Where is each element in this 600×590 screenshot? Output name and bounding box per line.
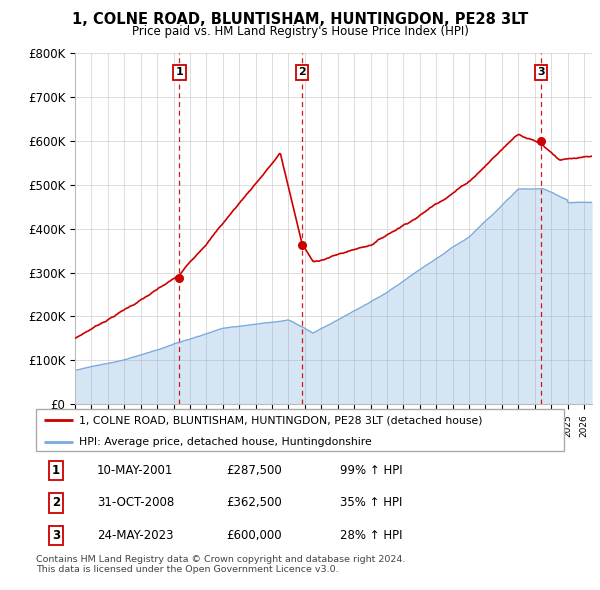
Text: 2: 2 xyxy=(298,67,306,77)
Text: Price paid vs. HM Land Registry's House Price Index (HPI): Price paid vs. HM Land Registry's House … xyxy=(131,25,469,38)
Text: 1, COLNE ROAD, BLUNTISHAM, HUNTINGDON, PE28 3LT: 1, COLNE ROAD, BLUNTISHAM, HUNTINGDON, P… xyxy=(72,12,528,27)
Text: £362,500: £362,500 xyxy=(226,496,282,510)
Text: 1: 1 xyxy=(52,464,60,477)
Text: 3: 3 xyxy=(52,529,60,542)
Text: Contains HM Land Registry data © Crown copyright and database right 2024.
This d: Contains HM Land Registry data © Crown c… xyxy=(36,555,406,574)
Text: £287,500: £287,500 xyxy=(226,464,282,477)
Text: 35% ↑ HPI: 35% ↑ HPI xyxy=(340,496,402,510)
Text: 99% ↑ HPI: 99% ↑ HPI xyxy=(340,464,402,477)
Text: 28% ↑ HPI: 28% ↑ HPI xyxy=(340,529,402,542)
Text: 31-OCT-2008: 31-OCT-2008 xyxy=(97,496,174,510)
Text: HPI: Average price, detached house, Huntingdonshire: HPI: Average price, detached house, Hunt… xyxy=(79,437,372,447)
Text: 1, COLNE ROAD, BLUNTISHAM, HUNTINGDON, PE28 3LT (detached house): 1, COLNE ROAD, BLUNTISHAM, HUNTINGDON, P… xyxy=(79,415,483,425)
Text: 2: 2 xyxy=(52,496,60,510)
Text: 10-MAY-2001: 10-MAY-2001 xyxy=(97,464,173,477)
FancyBboxPatch shape xyxy=(36,409,564,451)
Text: 24-MAY-2023: 24-MAY-2023 xyxy=(97,529,173,542)
Text: £600,000: £600,000 xyxy=(226,529,282,542)
Text: 1: 1 xyxy=(176,67,184,77)
Text: 3: 3 xyxy=(538,67,545,77)
